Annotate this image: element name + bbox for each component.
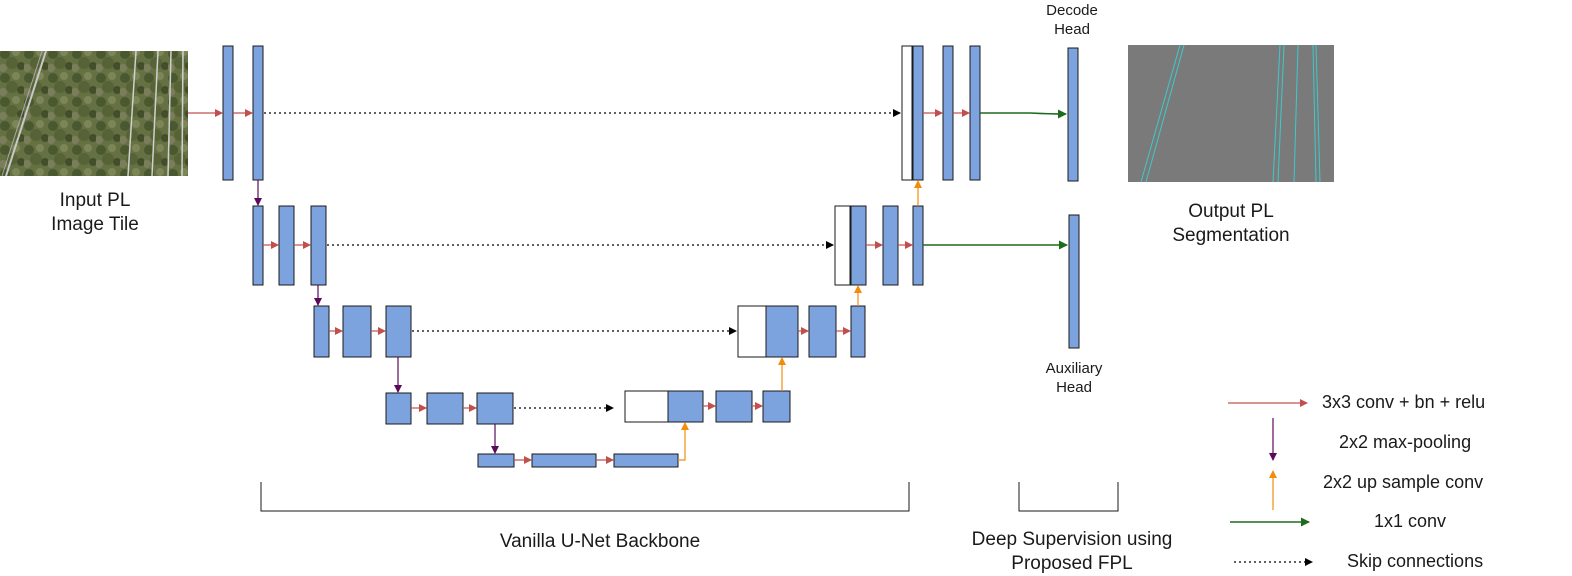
bottleneck-block-a <box>477 453 515 468</box>
dec4-concat-white <box>624 390 669 423</box>
enc3-block-b <box>342 305 372 358</box>
legend-symbols <box>1228 399 1313 566</box>
dec1-block-b <box>942 45 954 181</box>
dec1-concat-white <box>901 45 913 181</box>
auxiliary-head-label-line1: Auxiliary <box>1045 360 1103 377</box>
dec3-block-b <box>808 305 837 358</box>
dec2-concat-white <box>834 205 851 286</box>
dec2-block-c <box>912 205 924 286</box>
input-image-tile <box>0 50 188 177</box>
deep-supervision-label: Deep Supervision using Proposed FPL <box>947 528 1197 576</box>
output-label: Output PL Segmentation <box>1146 200 1316 248</box>
enc3-block-a <box>313 305 330 358</box>
output-label-line2: Segmentation <box>1172 225 1290 246</box>
enc4-block-a <box>385 392 412 425</box>
brackets <box>260 482 1119 512</box>
bottleneck-block-b <box>531 453 597 468</box>
bottleneck-block-c <box>613 453 679 468</box>
conv1x1-arrows <box>923 109 1068 250</box>
maxpool-arrows <box>254 180 499 454</box>
deep-supervision-bracket <box>1018 482 1119 512</box>
dec2-block-b <box>882 205 899 286</box>
deep-supervision-label-line1: Deep Supervision using <box>971 529 1173 550</box>
deep-supervision-label-line2: Proposed FPL <box>1011 553 1133 574</box>
dec2-concat-blue <box>850 205 867 286</box>
enc2-block-a <box>252 205 264 286</box>
legend-maxpool-label: 2x2 max-pooling <box>1339 432 1472 452</box>
backbone-label: Vanilla U-Net Backbone <box>499 531 701 552</box>
backbone-bracket <box>260 482 910 512</box>
dec4-block-b <box>715 390 753 423</box>
enc4-block-b <box>426 392 464 425</box>
input-label: Input PL Image Tile <box>20 189 170 237</box>
enc1-block-a <box>222 45 234 181</box>
decode-head-label-line2: Head <box>1054 21 1090 38</box>
feature-map-blocks <box>222 45 1080 468</box>
conv3x3-arrows <box>188 109 970 464</box>
decode-head-label-line1: Decode <box>1046 2 1098 19</box>
output-segmentation-tile <box>1128 44 1334 183</box>
legend-conv1x1-label: 1x1 conv <box>1374 511 1447 531</box>
auxiliary-head-block <box>1068 214 1080 349</box>
enc1-block-b <box>252 45 264 181</box>
auxiliary-head-label: Auxiliary Head <box>1024 359 1124 397</box>
enc4-block-c <box>476 392 514 425</box>
decode-head-label: Decode Head <box>1022 1 1122 39</box>
dec3-concat-white <box>737 305 767 358</box>
enc2-block-b <box>278 205 295 286</box>
dec4-block-c <box>762 390 791 423</box>
input-label-line1: Input PL <box>59 190 131 211</box>
dec1-block-c <box>969 45 981 181</box>
enc3-block-c <box>385 305 412 358</box>
dec3-block-c <box>850 305 866 358</box>
input-label-line2: Image Tile <box>51 214 139 235</box>
auxiliary-head-label-line2: Head <box>1056 379 1092 396</box>
decode-head-block <box>1067 47 1079 182</box>
upsample-arrows <box>678 180 922 461</box>
legend-skip-label: Skip connections <box>1347 551 1484 571</box>
dec1-concat-blue <box>912 45 924 181</box>
skip-connection-arrows <box>264 109 901 412</box>
enc2-block-c <box>310 205 327 286</box>
dec4-concat-blue <box>667 390 704 423</box>
legend-upsample-label: 2x2 up sample conv <box>1323 472 1484 492</box>
dec3-concat-blue <box>765 305 799 358</box>
legend-conv3x3-label: 3x3 conv + bn + relu <box>1322 392 1486 412</box>
output-label-line1: Output PL <box>1188 201 1274 222</box>
